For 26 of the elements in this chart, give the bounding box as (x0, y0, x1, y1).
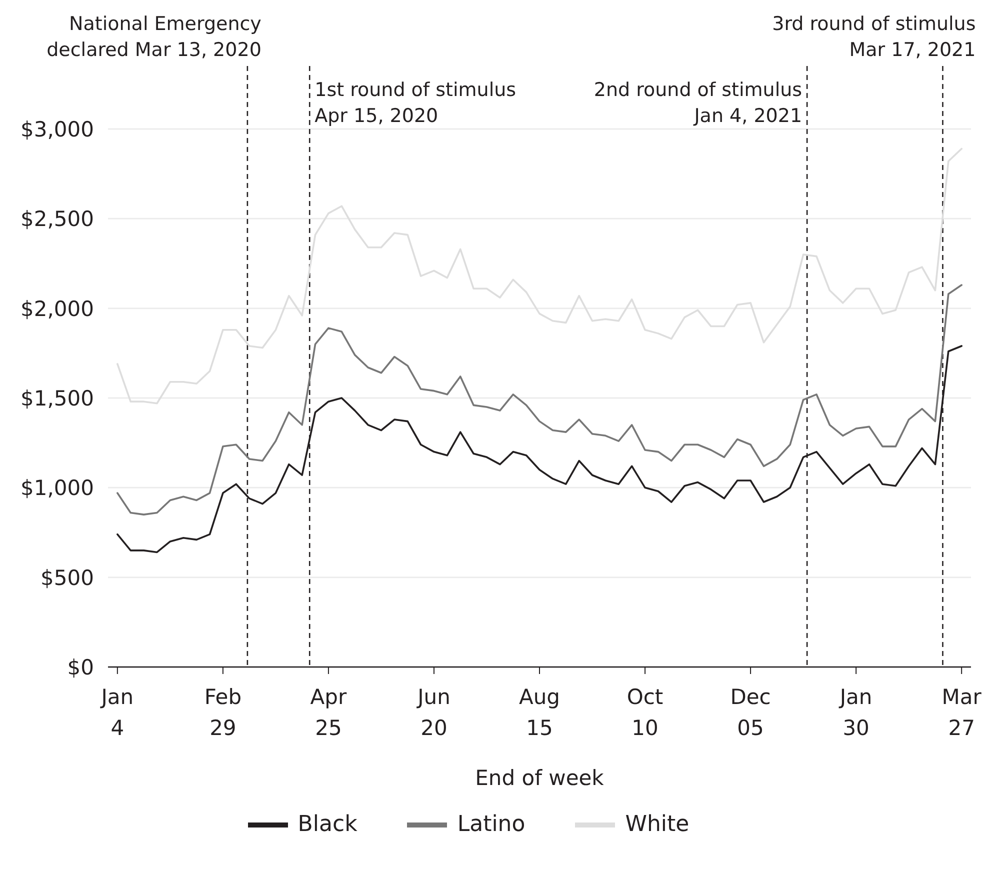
x-tick-label: Jan 4 (99, 685, 134, 740)
y-tick-label: $2,000 (20, 296, 94, 321)
legend-label: White (625, 812, 690, 838)
x-tick-label: Aug 15 (518, 685, 560, 740)
y-tick-label: $1,500 (20, 386, 94, 410)
x-tick-label: Feb 29 (204, 685, 242, 740)
ref-line-label: 2nd round of stimulus Jan 4, 2021 (594, 79, 802, 127)
y-tick-label: $2,500 (20, 207, 94, 232)
x-tick-label: Mar 27 (942, 685, 982, 740)
x-tick-label: Oct 10 (626, 685, 664, 740)
x-axis-title: End of week (475, 766, 605, 790)
x-tick-label: Jun 20 (416, 685, 450, 740)
x-tick-label: Apr 25 (310, 685, 347, 740)
ref-line-label: National Emergency declared Mar 13, 2020 (46, 13, 262, 61)
line-series (116, 148, 962, 404)
ref-line-label: 1st round of stimulus Apr 15, 2020 (314, 79, 516, 127)
y-tick-label: $1,000 (20, 476, 94, 500)
legend-label: Latino (457, 812, 526, 838)
ref-line-label: 3rd round of stimulus Mar 17, 2021 (772, 13, 976, 61)
y-tick-label: $0 (67, 655, 94, 680)
y-tick-label: $3,000 (20, 117, 94, 142)
y-tick-label: $500 (40, 566, 94, 590)
x-tick-label: Jan 30 (838, 685, 872, 740)
line-series (116, 284, 962, 516)
x-tick-label: Dec 05 (730, 685, 771, 740)
legend-label: Black (298, 812, 358, 838)
